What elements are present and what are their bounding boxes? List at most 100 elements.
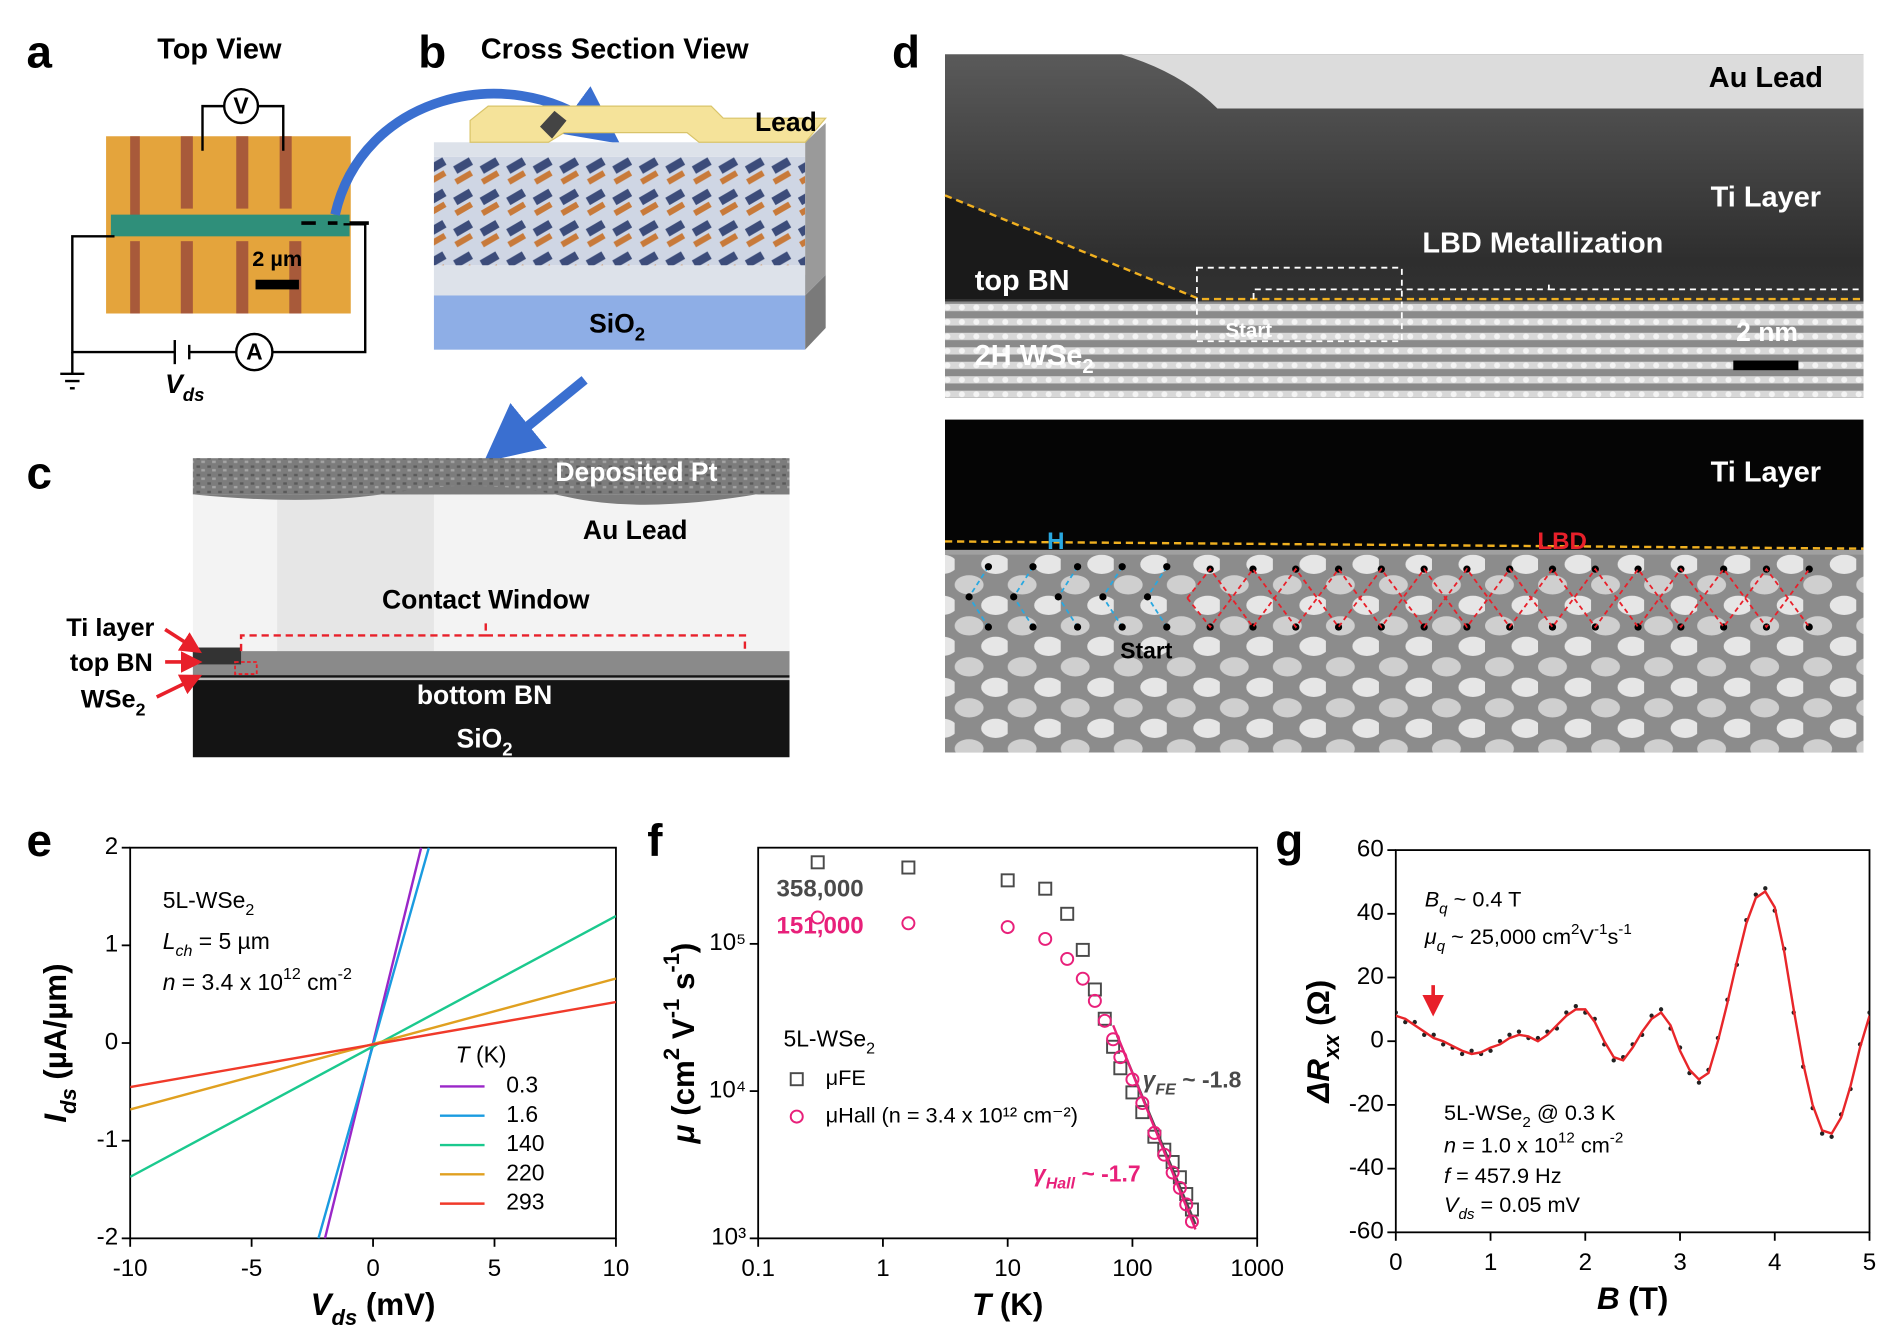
zoom-box — [234, 661, 258, 675]
text-part: (mV) — [357, 1287, 435, 1322]
text-part: = 0.05 mV — [1475, 1192, 1581, 1217]
label: top BN — [70, 649, 153, 677]
x-tick-label: 10 — [994, 1255, 1021, 1282]
text-part: -2 — [1610, 1129, 1624, 1146]
scale-bar — [255, 279, 299, 290]
annotation: n = 1.0 x 1012 cm-2 — [1444, 1129, 1623, 1157]
electrode-gap — [279, 136, 292, 209]
slab-side — [805, 274, 826, 350]
y-axis-label: ΔRxx (Ω) — [1301, 980, 1344, 1104]
label: Top View — [157, 33, 282, 65]
text-part: (K) — [991, 1287, 1043, 1322]
label: a — [27, 27, 53, 78]
annotation: μq ~ 25,000 cm2V-1s-1 — [1424, 921, 1632, 955]
marker — [1125, 1072, 1140, 1087]
data-point — [1819, 1131, 1825, 1136]
plot-area — [1395, 886, 1870, 1139]
plot-frame — [757, 846, 1259, 1240]
data-point — [1441, 1042, 1446, 1047]
label: Ti Layer — [1711, 182, 1821, 214]
text-part: = 5 µm — [192, 928, 269, 954]
label: SiO2 — [457, 723, 513, 759]
legend-swatch — [789, 1072, 804, 1087]
label: Cross Section View — [481, 33, 749, 65]
x-tick-label: -5 — [241, 1255, 262, 1282]
label: WSe2 — [81, 685, 146, 719]
x-tick-label: 1 — [1484, 1249, 1497, 1276]
electrode-gap — [130, 136, 140, 221]
marker — [1000, 873, 1015, 888]
electrode-gap — [180, 136, 193, 209]
label: V — [233, 92, 249, 118]
marker — [1113, 1061, 1128, 1076]
annotation: γFE ~ -1.8 — [1143, 1067, 1242, 1099]
marker — [1147, 1125, 1162, 1140]
label: 2 µm — [252, 246, 302, 271]
marker — [1125, 1085, 1140, 1100]
marker — [1165, 1155, 1180, 1170]
legend-swatch — [789, 1109, 804, 1124]
tem-layer — [192, 651, 790, 678]
annotation: γHall ~ -1.7 — [1033, 1161, 1141, 1193]
x-axis-label: B (T) — [1597, 1281, 1668, 1316]
y-tick-label: -60 — [1349, 1218, 1384, 1245]
marker — [1135, 1096, 1150, 1111]
text-part: ~ 25,000 cm — [1445, 924, 1571, 949]
text-part: ΔR — [1301, 1059, 1336, 1104]
legend-label: μHall (n = 3.4 x 10¹² cm⁻²) — [826, 1102, 1078, 1127]
y-tick-label: 0 — [1370, 1027, 1383, 1054]
legend-label: 0.3 — [506, 1071, 538, 1097]
y-tick-label: 10⁵ — [709, 929, 746, 956]
y-tick-label: -20 — [1349, 1090, 1384, 1117]
label: Au Lead — [1709, 62, 1823, 94]
text-part: q — [1439, 900, 1448, 917]
text-part: = 3.4 x 10 — [175, 969, 283, 995]
annotation: Lch = 5 µm — [163, 928, 270, 960]
x-tick-label: 4 — [1768, 1249, 1781, 1276]
tem-bottom — [192, 675, 790, 758]
marker — [1000, 920, 1015, 935]
text-part: -2 — [338, 965, 352, 983]
marker — [1165, 1165, 1180, 1180]
marker — [1097, 1013, 1112, 1028]
interface — [944, 194, 1864, 301]
x-tick-label: 1 — [876, 1255, 889, 1282]
electrode-gap — [236, 241, 249, 314]
zoom-lattice — [945, 554, 1864, 753]
bond — [1186, 567, 1810, 629]
top-bn — [433, 142, 806, 157]
legend-label: 293 — [506, 1189, 544, 1215]
text-part: 12 — [283, 965, 301, 983]
data-point — [1763, 886, 1768, 891]
data-point — [1469, 1048, 1474, 1053]
marker — [1106, 1032, 1121, 1047]
label: Ti layer — [66, 614, 154, 642]
label: LBD — [1537, 528, 1587, 555]
bracket — [239, 623, 747, 652]
x-tick-label: 3 — [1673, 1249, 1686, 1276]
arrow — [483, 376, 588, 463]
text-part: V — [666, 1018, 701, 1048]
label: c — [27, 447, 52, 498]
data-point — [1829, 1134, 1834, 1139]
y-tick-label: -2 — [97, 1224, 118, 1251]
atom — [1073, 563, 1082, 571]
label: Start — [1225, 319, 1272, 342]
text-part: ch — [175, 942, 192, 960]
label: Au Lead — [583, 515, 688, 545]
bracket — [1252, 279, 1864, 300]
text-part: (µA/µm) — [38, 963, 73, 1088]
text-part: ~ 0.4 T — [1448, 886, 1522, 911]
text-part: 2 — [136, 699, 146, 719]
label: A — [246, 338, 263, 364]
text-part: @ 0.3 K — [1531, 1100, 1616, 1125]
atom — [1163, 623, 1171, 631]
text-part: Hall — [1046, 1175, 1076, 1193]
text-part: B — [1597, 1281, 1620, 1316]
label: Ti Layer — [1711, 457, 1821, 489]
label: H — [1047, 528, 1064, 555]
atom — [1143, 593, 1152, 601]
data-point — [1516, 1029, 1522, 1034]
text-part: q — [1437, 938, 1446, 955]
text-part: 5L-WSe — [783, 1026, 866, 1052]
